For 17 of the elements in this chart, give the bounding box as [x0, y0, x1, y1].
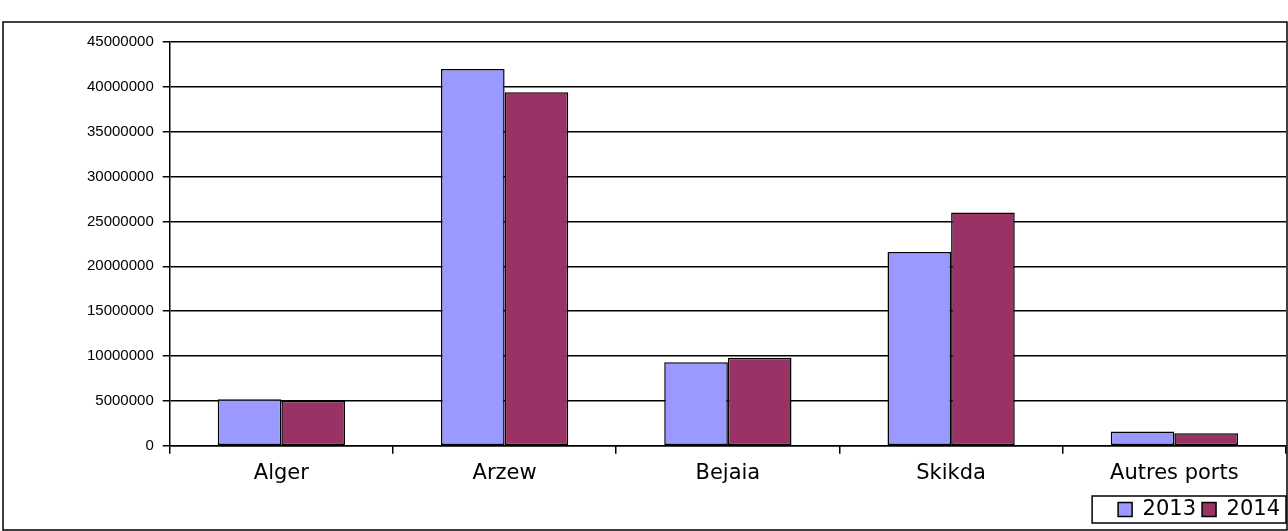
x-tick-label: Skikda [916, 459, 986, 484]
y-tick-label: 45000000 [86, 32, 154, 50]
x-tick-label: Autres ports [1110, 459, 1239, 484]
y-tick-label: 30000000 [86, 166, 154, 184]
y-tick-label: 20000000 [86, 256, 154, 274]
y-tick-label: 25000000 [86, 211, 154, 229]
y-tick-label: 5000000 [95, 391, 154, 409]
y-tick-label: 0 [145, 435, 154, 453]
y-tick-label: 15000000 [86, 301, 154, 319]
y-tick-label: 35000000 [86, 121, 154, 139]
x-tick-label: Bejaia [695, 459, 761, 484]
legend-label: 2014 [1226, 495, 1281, 520]
x-tick-label: Arzew [472, 459, 537, 484]
legend-label: 2013 [1142, 495, 1197, 520]
y-tick-label: 10000000 [86, 346, 154, 364]
y-tick-label: 40000000 [86, 77, 154, 95]
x-tick-label: Alger [253, 459, 310, 484]
